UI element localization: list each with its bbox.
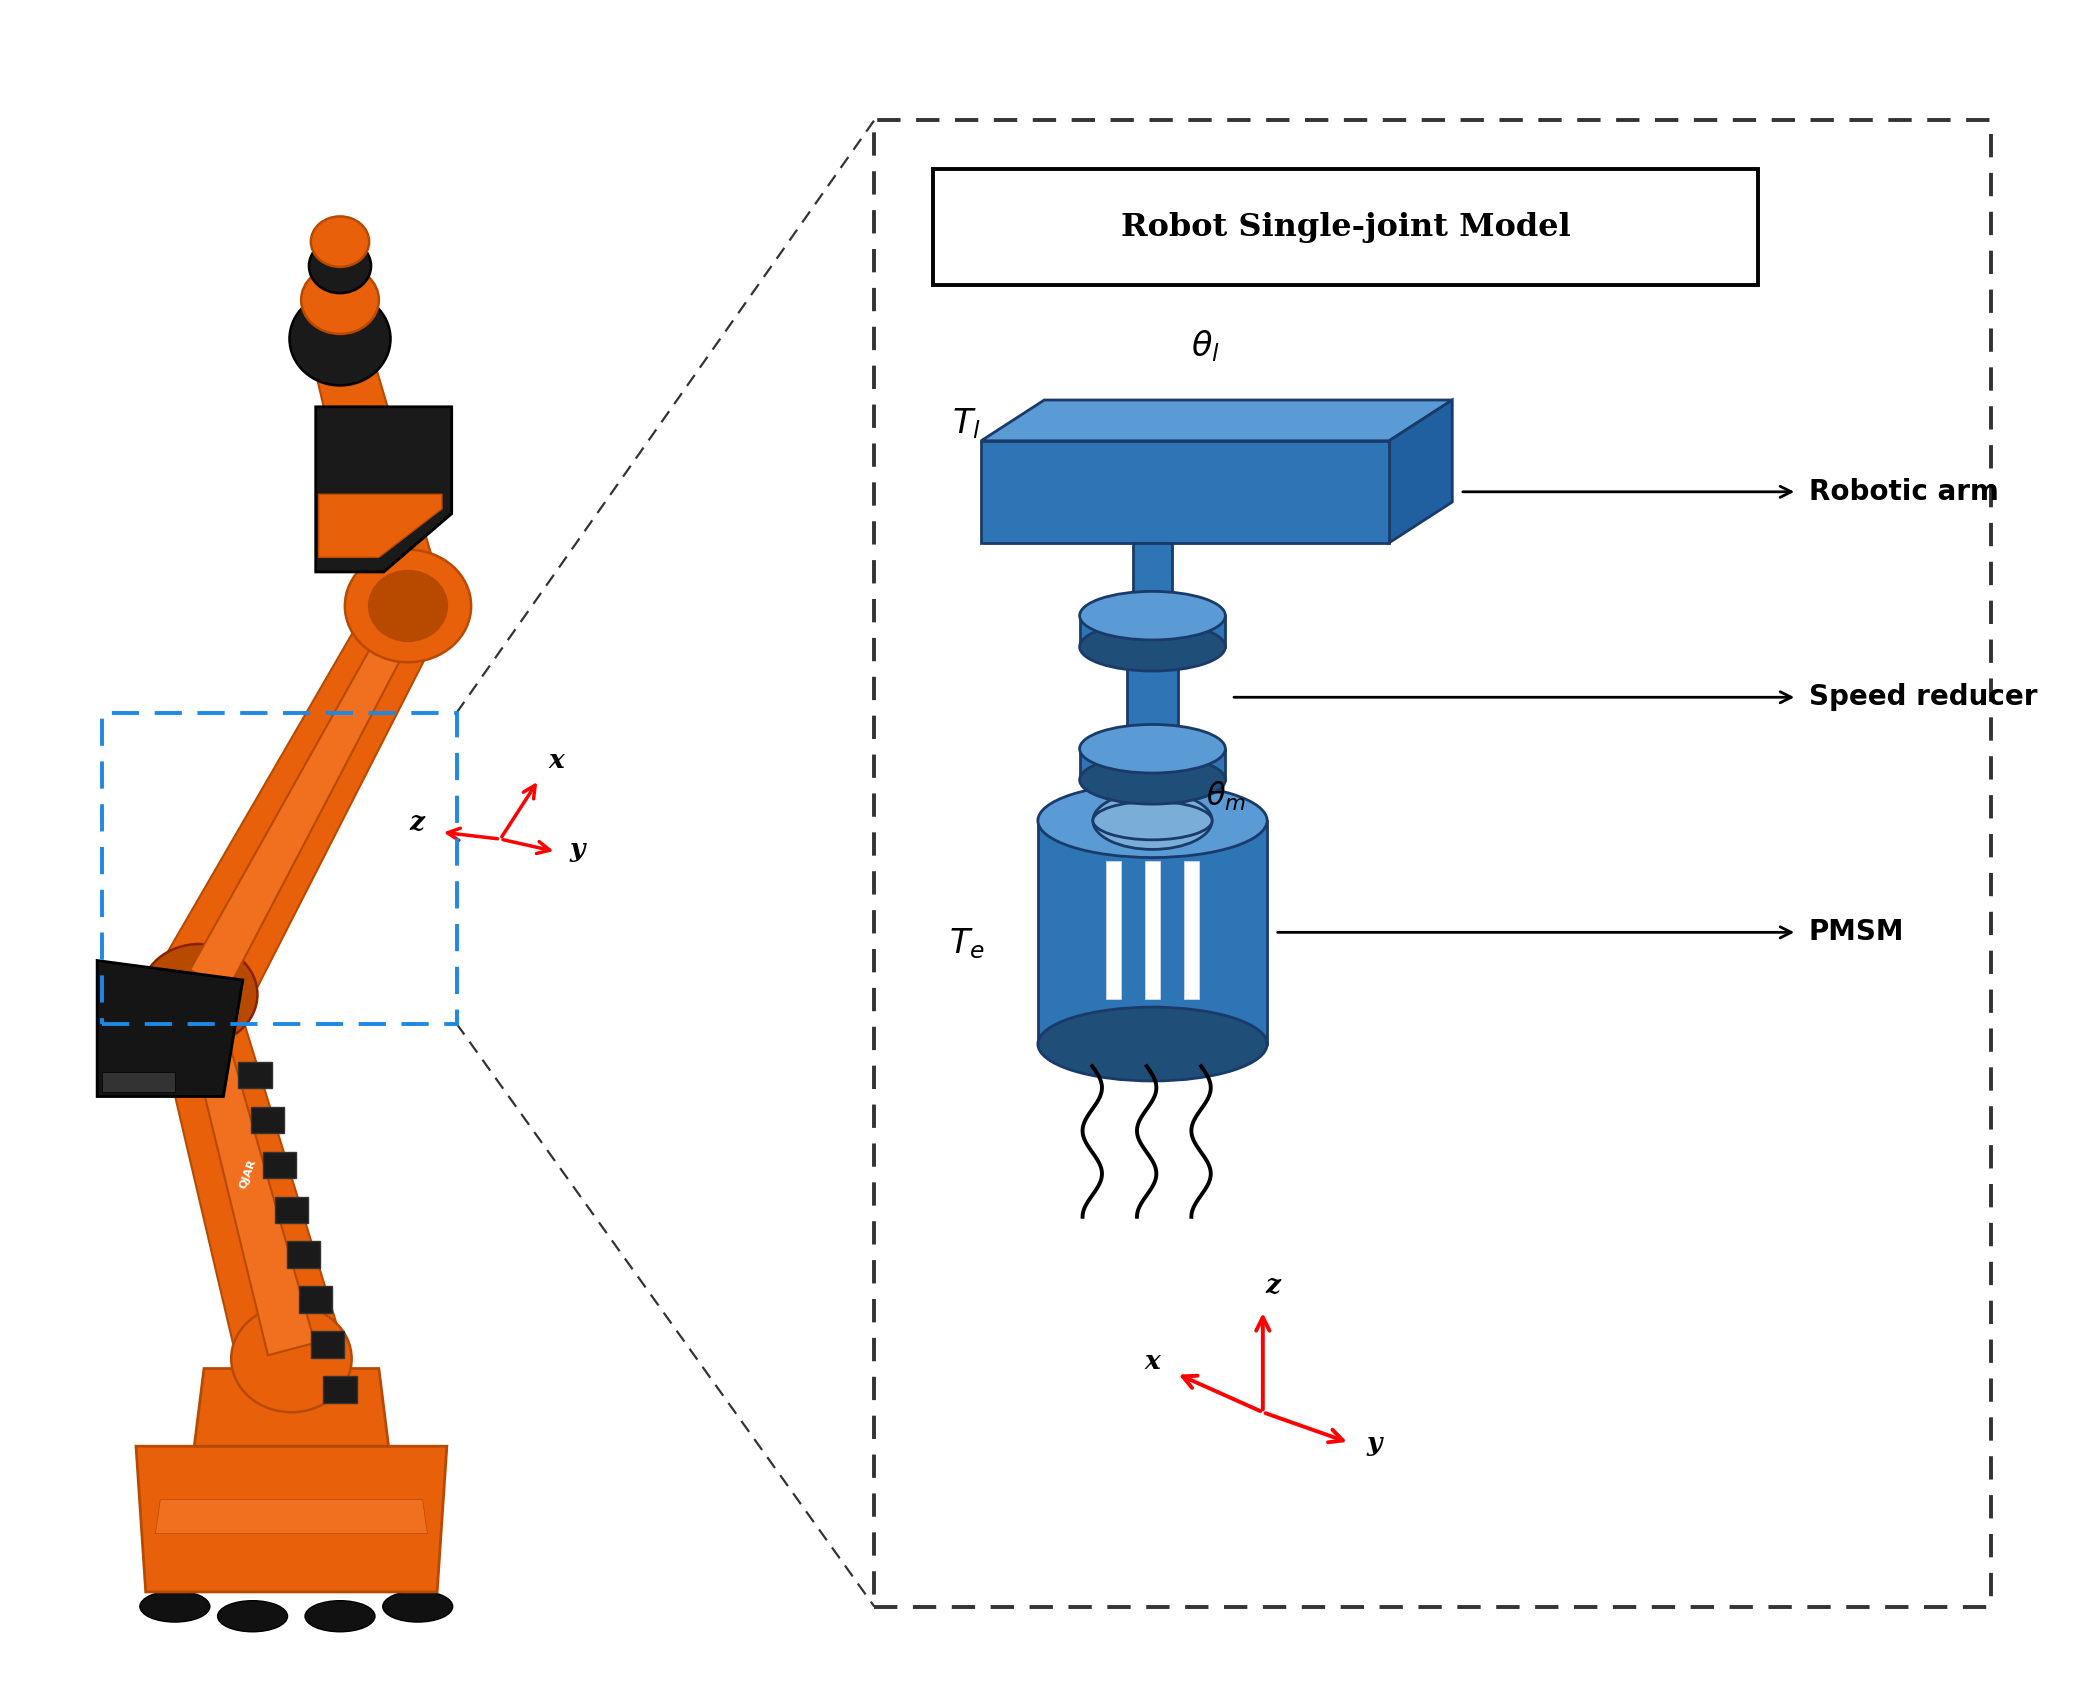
Ellipse shape — [1079, 724, 1226, 773]
Polygon shape — [191, 623, 413, 990]
Ellipse shape — [382, 1591, 452, 1622]
Ellipse shape — [1079, 591, 1226, 640]
Polygon shape — [98, 960, 243, 1096]
Ellipse shape — [311, 217, 369, 268]
Polygon shape — [320, 493, 442, 557]
Text: $T_e$: $T_e$ — [948, 926, 984, 962]
Text: Robotic arm: Robotic arm — [1809, 478, 1998, 505]
Polygon shape — [156, 989, 342, 1372]
Ellipse shape — [305, 1601, 376, 1632]
Ellipse shape — [139, 1591, 210, 1622]
Ellipse shape — [230, 1305, 351, 1413]
Text: z: z — [1266, 1273, 1280, 1298]
Polygon shape — [315, 408, 452, 573]
Polygon shape — [1133, 780, 1172, 820]
Polygon shape — [264, 1152, 297, 1177]
Polygon shape — [299, 1287, 332, 1312]
Ellipse shape — [344, 549, 471, 662]
Polygon shape — [981, 441, 1388, 542]
Ellipse shape — [1094, 802, 1212, 840]
Text: Speed reducer: Speed reducer — [1809, 684, 2038, 711]
Ellipse shape — [1038, 1007, 1268, 1081]
Polygon shape — [156, 593, 440, 1017]
Polygon shape — [1388, 401, 1452, 542]
Ellipse shape — [1079, 623, 1226, 670]
Polygon shape — [187, 1014, 315, 1356]
Text: $T_l$: $T_l$ — [952, 406, 981, 441]
Polygon shape — [1079, 616, 1226, 647]
Polygon shape — [251, 1106, 284, 1133]
Ellipse shape — [141, 945, 257, 1046]
Polygon shape — [1145, 861, 1160, 999]
Polygon shape — [311, 342, 444, 615]
Polygon shape — [195, 1369, 388, 1447]
Polygon shape — [311, 1332, 344, 1357]
Polygon shape — [1127, 647, 1179, 749]
Text: x: x — [1143, 1349, 1160, 1374]
Text: Robot Single-joint Model: Robot Single-joint Model — [1120, 212, 1571, 242]
Ellipse shape — [218, 1601, 288, 1632]
Polygon shape — [137, 1447, 446, 1591]
Ellipse shape — [1038, 783, 1268, 857]
Polygon shape — [1038, 820, 1268, 1044]
Text: x: x — [548, 748, 564, 773]
Polygon shape — [102, 1073, 174, 1091]
Polygon shape — [274, 1197, 307, 1223]
Text: QJAR: QJAR — [239, 1159, 257, 1191]
FancyBboxPatch shape — [932, 168, 1758, 285]
Polygon shape — [1183, 861, 1199, 999]
Polygon shape — [1106, 861, 1121, 999]
Text: PMSM: PMSM — [1809, 918, 1905, 946]
Polygon shape — [981, 401, 1452, 441]
Text: y: y — [1365, 1431, 1382, 1455]
Ellipse shape — [1094, 791, 1212, 849]
Polygon shape — [1079, 749, 1226, 780]
Ellipse shape — [1079, 756, 1226, 805]
Polygon shape — [156, 1500, 427, 1534]
Ellipse shape — [290, 293, 390, 386]
Text: $\theta_m$: $\theta_m$ — [1206, 780, 1245, 813]
Ellipse shape — [309, 239, 371, 293]
Polygon shape — [286, 1241, 320, 1268]
Text: z: z — [409, 810, 423, 835]
Text: y: y — [571, 837, 585, 862]
Polygon shape — [1133, 542, 1172, 616]
Polygon shape — [324, 1376, 357, 1403]
Ellipse shape — [369, 571, 446, 642]
Ellipse shape — [301, 266, 380, 333]
Text: $\theta_l$: $\theta_l$ — [1191, 328, 1220, 364]
Polygon shape — [239, 1063, 272, 1088]
